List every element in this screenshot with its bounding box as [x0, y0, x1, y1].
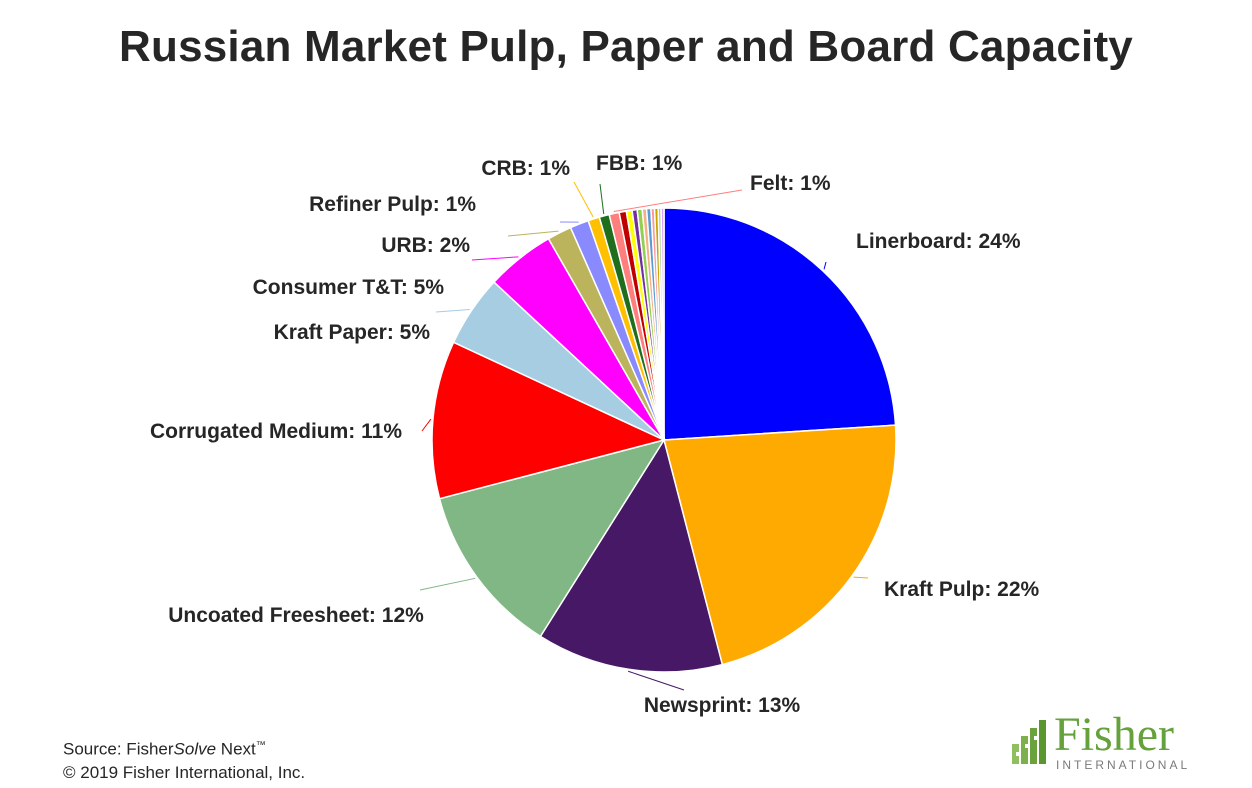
source-italic: Solve: [173, 739, 217, 759]
slice-label: Newsprint: 13%: [644, 694, 801, 717]
source-note: Source: FisherSolve Next™ © 2019 Fisher …: [63, 734, 305, 784]
logo-word: Fisher: [1054, 708, 1174, 761]
leader-line: [613, 189, 743, 212]
leader-line: [419, 577, 476, 591]
chart-title: Russian Market Pulp, Paper and Board Cap…: [119, 22, 1133, 71]
slice-label: Consumer T&T: 5%: [253, 276, 445, 299]
slice-label: CRB: 1%: [481, 157, 570, 180]
pie-slice: [663, 424, 897, 666]
leader-line: [435, 309, 470, 313]
source-prefix: Source: Fisher: [63, 739, 174, 759]
logo-bars-icon: [1012, 720, 1046, 764]
logo-subtitle: INTERNATIONAL: [1056, 758, 1191, 772]
slice-label: Linerboard: 24%: [856, 230, 1021, 253]
pie-slice: [431, 341, 667, 500]
pie-slice: [438, 438, 666, 638]
slice-label: Felt: 1%: [750, 172, 831, 195]
leader-line: [823, 261, 827, 270]
source-suffix: Next: [216, 739, 256, 759]
pie-slice: [539, 438, 724, 673]
slice-label: Refiner Pulp: 1%: [309, 193, 476, 216]
slice-label: URB: 2%: [381, 234, 470, 257]
leader-line: [599, 183, 605, 214]
slice-label: Kraft Paper: 5%: [274, 321, 431, 344]
source-line: Source: FisherSolve Next™: [63, 734, 305, 761]
slice-label: Kraft Pulp: 22%: [884, 578, 1040, 601]
pie-slices: [431, 207, 897, 673]
leader-line: [421, 418, 432, 432]
copyright-line: © 2019 Fisher International, Inc.: [63, 762, 306, 782]
trademark-mark: ™: [255, 740, 266, 751]
leader-line: [471, 256, 519, 261]
slice-label: FBB: 1%: [596, 152, 683, 175]
leader-line: [573, 181, 594, 218]
pie-slice: [663, 207, 897, 441]
slice-label: Uncoated Freesheet: 12%: [168, 604, 424, 627]
fisher-logo: Fisher INTERNATIONAL: [1012, 708, 1192, 778]
leader-line: [853, 576, 869, 579]
slice-label: Corrugated Medium: 11%: [150, 420, 402, 443]
leader-line: [627, 670, 685, 691]
leader-line: [507, 230, 559, 237]
pie-slice: [660, 207, 665, 441]
leader-lines: [419, 181, 869, 691]
slice-labels: Linerboard: 24% Kraft Pulp: 22% Newsprint:…: [150, 152, 1040, 717]
